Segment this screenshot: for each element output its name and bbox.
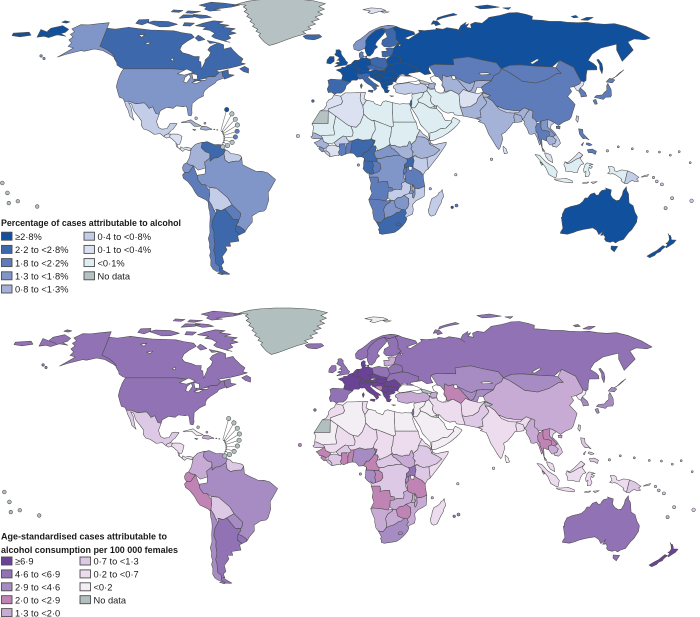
svg-text:0·8 to <1·3%: 0·8 to <1·3% xyxy=(15,285,69,295)
svg-text:<0·2: <0·2 xyxy=(94,583,113,593)
svg-text:≥6·9: ≥6·9 xyxy=(15,557,34,567)
svg-text:2·9 to <4·6: 2·9 to <4·6 xyxy=(15,583,60,593)
svg-text:alcohol consumption per 100 00: alcohol consumption per 100 000 females xyxy=(1,545,178,555)
svg-text:<0·1%: <0·1% xyxy=(98,258,125,268)
svg-text:0·7 to <1·3: 0·7 to <1·3 xyxy=(94,557,139,567)
svg-text:0·2 to <0·7: 0·2 to <0·7 xyxy=(94,570,139,580)
svg-text:2·2 to <2·8%: 2·2 to <2·8% xyxy=(15,245,69,255)
svg-text:4·6 to <6·9: 4·6 to <6·9 xyxy=(15,570,60,580)
svg-text:≥2·8%: ≥2·8% xyxy=(15,232,42,242)
svg-text:1·3 to <1·8%: 1·3 to <1·8% xyxy=(15,272,69,282)
svg-text:0·4 to <0·8%: 0·4 to <0·8% xyxy=(98,232,152,242)
svg-text:1·8 to <2·2%: 1·8 to <2·2% xyxy=(15,258,69,268)
svg-text:0·1 to <0·4%: 0·1 to <0·4% xyxy=(98,245,152,255)
svg-text:No data: No data xyxy=(98,272,131,282)
svg-text:Age-standardised cases attribu: Age-standardised cases attributable to xyxy=(1,532,167,542)
svg-text:No data: No data xyxy=(94,595,127,605)
svg-text:Percentage of cases attributab: Percentage of cases attributable to alco… xyxy=(1,218,181,228)
svg-text:1·3 to <2·0: 1·3 to <2·0 xyxy=(15,608,60,617)
svg-text:2·0 to <2·9: 2·0 to <2·9 xyxy=(15,595,60,605)
